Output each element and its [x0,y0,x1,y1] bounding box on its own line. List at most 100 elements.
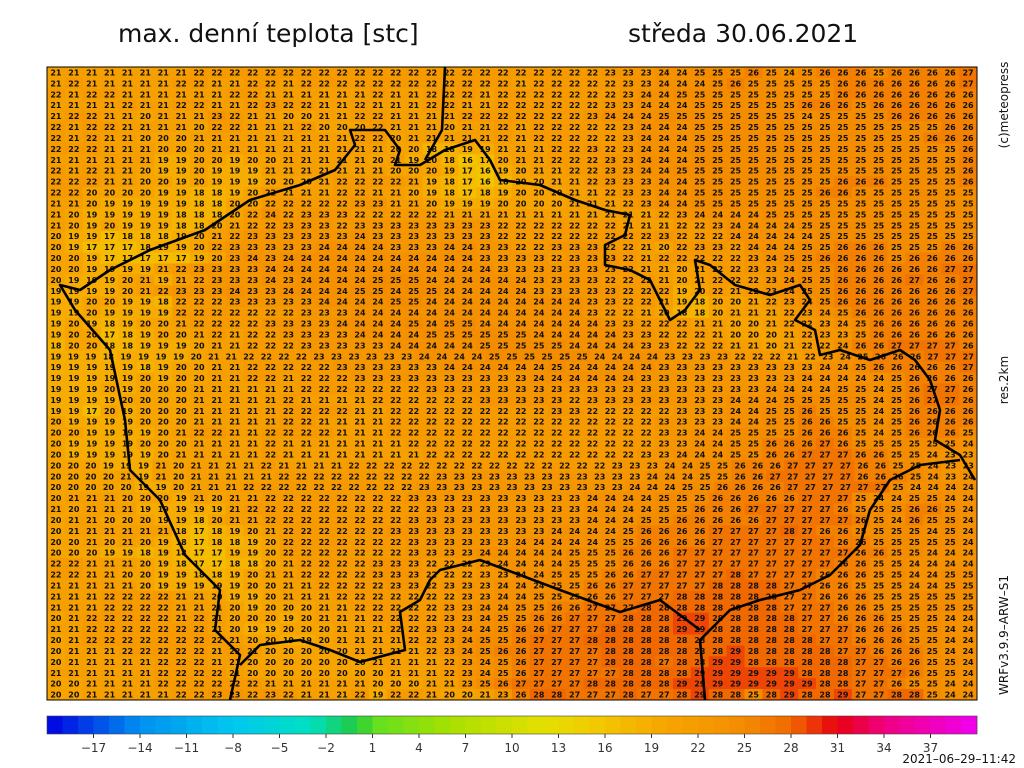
cell [351,263,370,275]
cell [941,187,960,199]
cell-value: 26 [909,407,921,416]
cell [816,88,835,101]
cell [637,121,656,133]
cell [690,219,710,232]
cell-value: 22 [569,145,580,154]
cell [118,110,137,122]
cell-value: 24 [676,156,688,165]
cell [923,165,942,177]
cell-value: 23 [193,265,204,274]
cell-value: 20 [730,320,742,329]
cell-value: 19 [140,450,152,459]
cell-value: 25 [730,145,742,154]
cell-value: 23 [480,221,491,230]
cell-value: 19 [176,189,188,198]
cell-value: 24 [337,254,349,263]
cell [744,165,763,177]
cell [601,197,620,210]
cell [82,67,102,79]
cell [905,154,924,166]
cell-value: 23 [748,385,759,394]
cell-value: 23 [515,254,526,263]
cell-value: 19 [122,309,134,318]
cell-value: 23 [551,396,562,405]
cell [333,77,352,90]
cell-value: 25 [694,189,706,198]
cell-value: 24 [471,352,483,361]
cell-value: 24 [354,265,366,274]
cell-value: 22 [426,90,437,99]
cell [816,132,835,144]
cell [672,176,692,188]
cell-value: 21 [229,429,241,438]
cell [118,99,137,112]
cell [476,132,495,144]
cell [833,99,853,112]
cell-value: 25 [855,320,867,329]
cell-value: 23 [372,199,383,208]
cell-value: 23 [784,374,795,383]
cell-value: 26 [802,440,814,449]
cell [583,143,602,155]
cell-value: 26 [873,254,885,263]
cell [690,165,710,177]
cell [154,176,173,188]
cell-value: 22 [354,178,365,187]
cell-value: 17 [86,243,97,252]
cell [941,77,960,90]
cell-value: 20 [122,287,134,296]
cell [816,252,835,264]
cell-value: 22 [730,265,741,274]
cell-value: 25 [837,418,849,427]
cell [512,67,531,79]
cell-value: 24 [694,79,706,88]
cell [905,110,924,122]
cell [476,121,495,133]
cell-value: 22 [337,189,348,198]
cell [547,110,567,122]
cell [368,99,388,112]
cell-value: 21 [337,450,349,459]
cell-value: 20 [408,167,420,176]
cell [655,99,674,112]
cell-value: 23 [569,276,580,285]
cell-value: 26 [802,407,814,416]
cell [458,208,477,221]
cell-value: 20 [50,440,62,449]
cell-value: 20 [193,156,205,165]
cell [583,252,602,264]
cell-value: 23 [587,287,598,296]
cell-value: 22 [372,385,383,394]
cell-value: 26 [855,265,867,274]
cell-value: 24 [569,374,581,383]
cell-value: 22 [319,407,330,416]
cell-value: 25 [855,156,867,165]
cell-value: 22 [462,112,473,121]
cell-value: 26 [945,363,957,372]
cell-value: 22 [444,90,455,99]
cell [422,88,441,101]
cell-value: 22 [712,341,723,350]
cell-value: 23 [623,156,634,165]
cell [619,110,638,122]
cell [851,219,871,232]
cell-value: 22 [444,440,455,449]
cell-value: 22 [623,199,634,208]
cell-value: 22 [211,330,222,339]
cell-value: 21 [551,210,563,219]
cell-value: 27 [909,276,920,285]
cell-value: 22 [569,90,580,99]
cell-value: 21 [319,440,331,449]
cell [529,176,549,188]
cell-value: 22 [641,287,652,296]
cell-value: 21 [158,79,170,88]
cell-value: 23 [748,265,759,274]
cell-value: 22 [331,472,342,481]
cell [172,197,191,210]
cell-value: 23 [551,265,562,274]
cell-value: 21 [140,156,152,165]
cell-value: 25 [909,440,921,449]
cell [404,67,423,79]
cell-value: 22 [176,265,187,274]
cell-value: 22 [265,374,276,383]
